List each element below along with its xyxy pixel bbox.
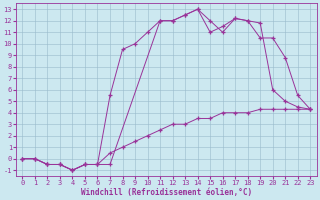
X-axis label: Windchill (Refroidissement éolien,°C): Windchill (Refroidissement éolien,°C) bbox=[81, 188, 252, 197]
